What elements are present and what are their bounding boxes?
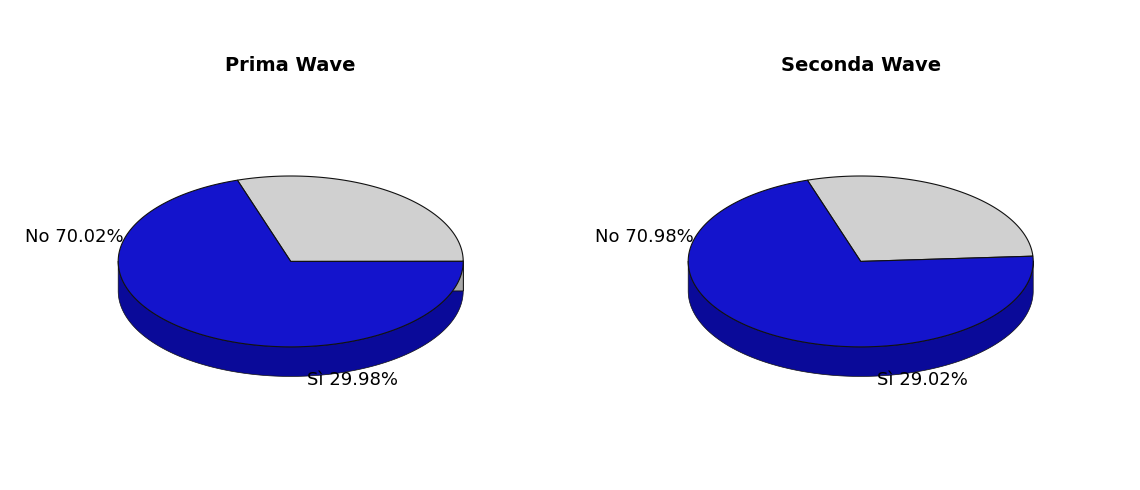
Text: Sì 29.02%: Sì 29.02% xyxy=(877,371,968,389)
Polygon shape xyxy=(689,261,1033,376)
Polygon shape xyxy=(807,176,1033,262)
Polygon shape xyxy=(689,180,1033,347)
Polygon shape xyxy=(291,261,463,291)
Text: No 70.02%: No 70.02% xyxy=(25,228,123,246)
Text: Prima Wave: Prima Wave xyxy=(226,56,356,75)
Polygon shape xyxy=(119,261,463,376)
Polygon shape xyxy=(237,176,463,262)
Polygon shape xyxy=(119,180,463,347)
Text: Sì 29.98%: Sì 29.98% xyxy=(307,371,398,389)
Polygon shape xyxy=(291,261,463,291)
Text: Seconda Wave: Seconda Wave xyxy=(781,56,940,75)
Text: No 70.98%: No 70.98% xyxy=(595,228,693,246)
